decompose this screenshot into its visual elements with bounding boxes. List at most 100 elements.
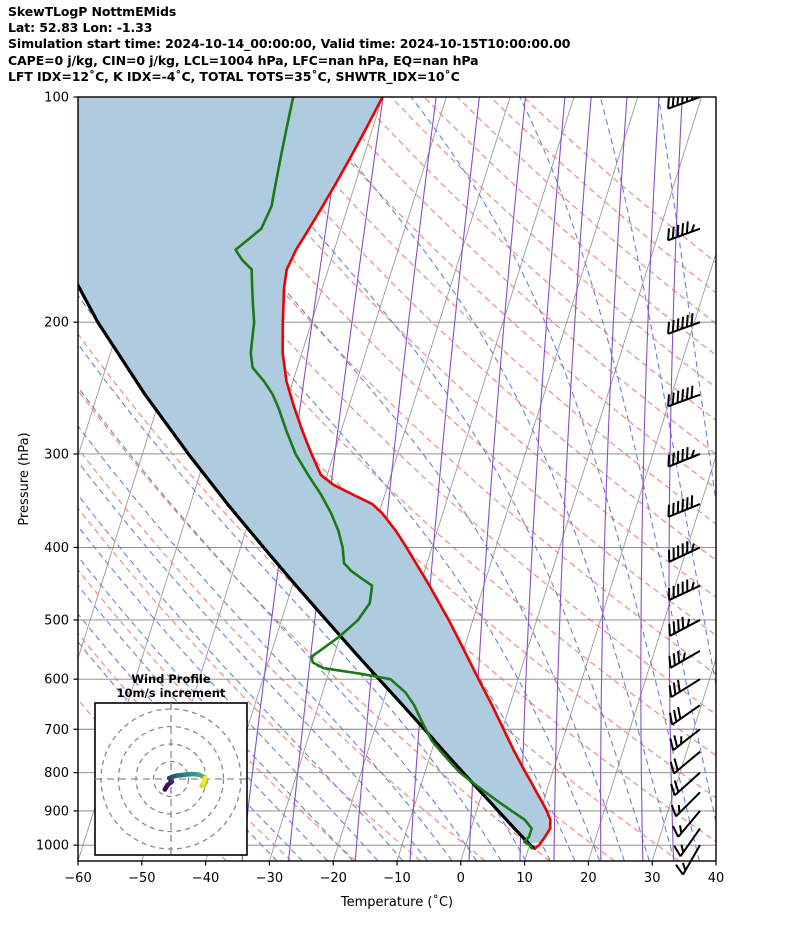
x-tick-label: −30 <box>256 871 283 886</box>
wind-barb <box>672 810 701 838</box>
wind-barb <box>668 704 701 726</box>
moist-adiabat <box>78 584 329 861</box>
barb-feather <box>672 621 676 634</box>
barb-feather <box>672 825 680 838</box>
moist-adiabat <box>78 555 354 861</box>
barb-feather <box>677 619 680 632</box>
barb-feather <box>685 387 689 400</box>
barb-feather <box>681 448 684 462</box>
dewpoint-trace <box>234 97 534 850</box>
y-tick-label: 300 <box>44 447 69 462</box>
wind-barb <box>670 791 701 818</box>
mixing-ratio-line <box>600 97 628 861</box>
barb-feather <box>681 499 684 512</box>
isotherm <box>524 252 716 861</box>
header-text-block: SkewTLogP NottmEMids Lat: 52.83 Lon: -1.… <box>8 4 788 85</box>
barb-feather <box>675 864 684 876</box>
dry-adiabat <box>490 97 716 294</box>
hodograph-group <box>95 703 247 855</box>
moist-adiabat <box>298 97 675 861</box>
x-tick-label: −40 <box>192 871 219 886</box>
barb-feather <box>673 780 680 793</box>
moist-adiabat <box>657 97 716 505</box>
dry-adiabat <box>523 97 716 264</box>
isotherm <box>268 97 511 861</box>
inset-title-line2: 10m/s increment <box>117 686 226 700</box>
barb-feather <box>690 224 696 233</box>
barb-feather <box>686 497 689 510</box>
barb-feather <box>676 318 680 331</box>
y-tick-label: 400 <box>44 541 69 556</box>
barb-feather <box>668 655 672 668</box>
dry-adiabat <box>423 97 716 356</box>
y-tick-label: 700 <box>44 723 69 738</box>
header-title: SkewTLogP NottmEMids <box>8 4 177 19</box>
moist-adiabat <box>78 494 404 861</box>
barb-feather <box>685 97 689 102</box>
moist-adiabat <box>78 343 502 861</box>
dry-adiabat <box>291 97 716 490</box>
barb-feather <box>677 804 681 813</box>
barb-feather <box>672 452 675 465</box>
x-tick-label: 40 <box>708 871 725 886</box>
x-axis-ticks: −60 −50 −40 −30 −20 −10 0 10 20 30 40 <box>64 861 724 886</box>
mixing-ratio-line <box>668 97 683 861</box>
barb-feather <box>673 709 678 722</box>
header-times: Simulation start time: 2024-10-14_00:00:… <box>8 36 571 52</box>
barb-feather <box>690 385 694 398</box>
barb-feather <box>681 316 685 329</box>
barb-feather <box>676 390 680 404</box>
moist-adiabat <box>410 97 700 861</box>
wind-barb <box>667 447 701 468</box>
barb-feather <box>685 314 689 328</box>
barb-feather <box>690 97 694 101</box>
barb-feather <box>680 844 685 853</box>
wind-barb <box>667 97 701 110</box>
barb-feather <box>690 313 694 326</box>
hodograph-ring <box>117 725 225 833</box>
parcel-trace <box>78 281 537 850</box>
wind-barb <box>670 771 701 797</box>
moist-adiabat <box>78 525 379 861</box>
x-tick-label: 20 <box>580 871 597 886</box>
dry-adiabat <box>225 97 716 561</box>
barb-feather <box>671 97 675 107</box>
barb-feather <box>672 682 677 695</box>
x-tick-label: −50 <box>128 871 155 886</box>
inset-title-line1: Wind Profile <box>131 672 211 686</box>
mixing-ratio-line <box>640 97 660 861</box>
wind-barb <box>667 495 701 518</box>
wind-barb <box>675 844 701 876</box>
dry-adiabat <box>78 122 716 757</box>
wind-barb <box>668 650 701 669</box>
barb-feather <box>667 454 670 467</box>
barb-feather <box>690 581 695 590</box>
wind-barb <box>668 579 701 601</box>
barb-feather <box>671 226 675 239</box>
mixing-ratio-line <box>287 97 384 861</box>
wind-profile-inset: Wind Profile 10m/s increment <box>94 672 248 856</box>
moist-adiabat <box>78 613 303 861</box>
barb-feather <box>676 450 680 463</box>
barb-feather <box>673 758 679 771</box>
mixing-ratio-line <box>409 97 480 861</box>
moist-adiabat <box>206 97 650 861</box>
barb-feather <box>672 502 675 515</box>
isotherm <box>651 657 716 861</box>
hodograph-ring <box>152 760 190 798</box>
barb-feather <box>690 543 695 552</box>
x-tick-label: −20 <box>319 871 346 886</box>
dry-adiabat <box>93 97 716 715</box>
mixing-ratio-line <box>519 97 566 861</box>
barb-feather <box>681 97 684 104</box>
y-tick-label: 1000 <box>36 839 69 854</box>
x-tick-label: −60 <box>64 871 91 886</box>
barb-feather <box>681 862 687 871</box>
wind-barb <box>669 750 701 775</box>
barb-feather <box>690 449 695 458</box>
barb-feather <box>682 652 686 661</box>
barb-feather <box>686 618 691 627</box>
sounding-group <box>78 97 552 850</box>
barb-feather <box>671 392 675 405</box>
